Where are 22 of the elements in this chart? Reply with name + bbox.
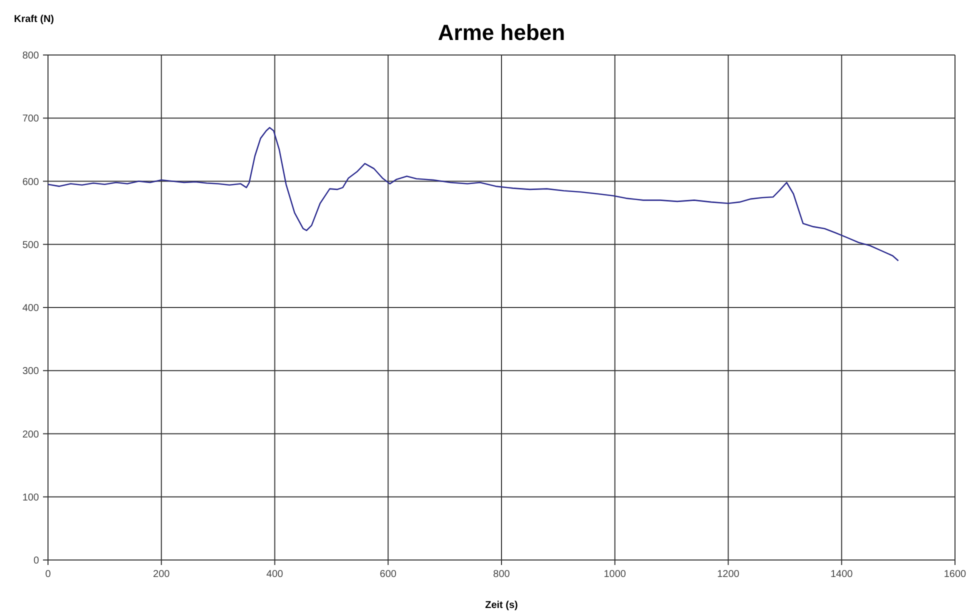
chart-title: Arme heben xyxy=(438,20,566,45)
y-tick-label: 200 xyxy=(22,429,40,440)
x-axis-title: Zeit (s) xyxy=(485,600,518,611)
x-tick-label: 1400 xyxy=(830,569,854,580)
x-tick-label: 0 xyxy=(45,569,52,580)
y-axis-title: Kraft (N) xyxy=(14,14,54,25)
x-tick-label: 400 xyxy=(266,569,284,580)
y-tick-label: 800 xyxy=(22,50,40,62)
y-tick-label: 0 xyxy=(33,556,40,566)
y-tick-label: 400 xyxy=(22,303,40,314)
y-tick-label: 300 xyxy=(22,366,40,378)
x-tick-label: 1200 xyxy=(717,569,740,580)
x-tick-label: 1000 xyxy=(604,569,626,580)
y-tick-label: 500 xyxy=(22,240,40,251)
x-tick-label: 200 xyxy=(153,569,170,580)
x-tick-label: 1600 xyxy=(944,569,967,580)
line-series xyxy=(47,126,899,262)
x-tick-label: 600 xyxy=(380,569,397,580)
y-tick-label: 700 xyxy=(22,114,40,125)
y-tick-label: 600 xyxy=(22,176,40,188)
y-tick-label: 100 xyxy=(22,492,40,504)
x-tick-label: 800 xyxy=(493,569,510,580)
